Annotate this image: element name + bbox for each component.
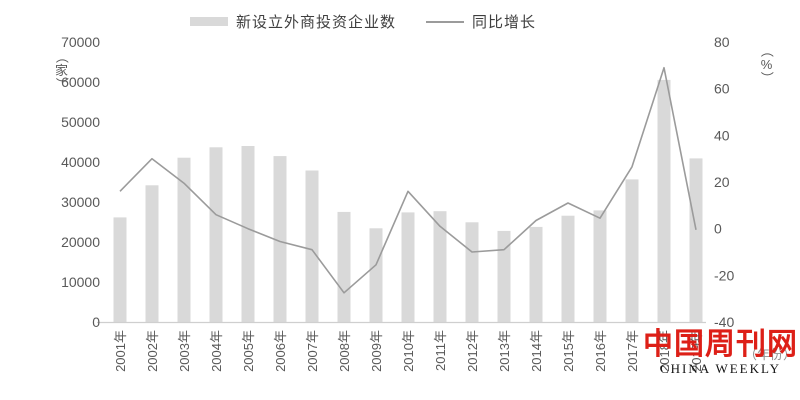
bar-2010年 xyxy=(401,212,415,322)
y-tick-right-40: 40 xyxy=(714,127,730,143)
x-label-2012年: 2012年 xyxy=(465,330,480,372)
y-tick-right-80: 80 xyxy=(714,34,730,50)
bar-2015年 xyxy=(561,215,575,322)
x-label-2014年: 2014年 xyxy=(529,330,544,372)
x-label-2003年: 2003年 xyxy=(177,330,192,372)
growth-line xyxy=(119,66,697,294)
bar-2006年 xyxy=(273,156,287,322)
unit-char: % xyxy=(760,56,773,72)
watermark-chinese-text: 中国周刊网 xyxy=(643,328,798,361)
y-tick-left-0: 0 xyxy=(92,314,100,330)
line-series-label: 同比增长 xyxy=(472,14,537,31)
x-label-2001年: 2001年 xyxy=(113,330,128,372)
bar-2003年 xyxy=(177,157,191,322)
bar-2002年 xyxy=(145,185,159,322)
x-label-2002年: 2002年 xyxy=(145,330,160,372)
x-label-2008年: 2008年 xyxy=(337,330,352,372)
y-tick-left-60000: 60000 xyxy=(61,74,100,90)
bar-2007年 xyxy=(305,170,319,322)
x-label-2004年: 2004年 xyxy=(209,330,224,372)
x-label-2009年: 2009年 xyxy=(369,330,384,372)
x-label-2016年: 2016年 xyxy=(593,330,608,372)
bar-2017年 xyxy=(625,179,639,322)
y-tick-right-60: 60 xyxy=(714,81,730,97)
x-axis-unit-label: （年份） xyxy=(744,347,797,362)
y-tick-right--40: -40 xyxy=(714,314,734,330)
watermark-english-text: CHINA WEEKLY xyxy=(659,361,782,376)
legend: 新设立外商投资企业数 同比增长 xyxy=(190,11,536,32)
y-tick-left-70000: 70000 xyxy=(61,34,100,50)
x-label-2011年: 2011年 xyxy=(433,330,448,371)
x-label-2007年: 2007年 xyxy=(305,330,320,372)
bar-2013年 xyxy=(497,230,511,322)
left-axis-unit-label: （家） xyxy=(54,50,69,91)
y-tick-left-30000: 30000 xyxy=(61,194,100,210)
bar-2005年 xyxy=(241,146,255,322)
right-axis-unit-label: （%） xyxy=(759,44,774,85)
bar-2016年 xyxy=(593,210,607,322)
bar-2011年 xyxy=(433,211,447,322)
bar-2009年 xyxy=(369,228,383,322)
bar-2012年 xyxy=(465,222,479,322)
x-label-2017年: 2017年 xyxy=(625,330,640,372)
bar-2004年 xyxy=(209,147,223,322)
bar-2014年 xyxy=(529,226,543,322)
x-label-2019年: 2019年 xyxy=(689,330,704,372)
y-tick-left-40000: 40000 xyxy=(61,154,100,170)
y-tick-right-20: 20 xyxy=(714,174,730,190)
x-label-2010年: 2010年 xyxy=(401,330,416,372)
x-label-2013年: 2013年 xyxy=(497,330,512,372)
y-tick-left-10000: 10000 xyxy=(61,274,100,290)
y-tick-right-0: 0 xyxy=(714,221,722,237)
legend-item-line-series: 同比增长 xyxy=(426,11,536,32)
y-tick-right--20: -20 xyxy=(714,267,734,283)
legend-item-bar-series: 新设立外商投资企业数 xyxy=(190,11,396,32)
bar-series-label: 新设立外商投资企业数 xyxy=(236,14,397,31)
line-series-swatch-icon xyxy=(426,20,465,23)
y-tick-left-20000: 20000 xyxy=(61,234,100,250)
bar-2001年 xyxy=(113,217,127,322)
watermark: 中国周刊网 CHINA WEEKLY xyxy=(643,330,798,377)
x-label-2005年: 2005年 xyxy=(241,330,256,372)
x-label-2015年: 2015年 xyxy=(561,330,576,372)
unit-char: 家 xyxy=(55,62,69,78)
bar-2008年 xyxy=(337,211,351,322)
x-label-2018年: 2018年 xyxy=(657,330,672,372)
bar-2018年 xyxy=(657,79,671,323)
y-tick-left-50000: 50000 xyxy=(61,114,100,130)
x-label-2006年: 2006年 xyxy=(273,330,288,372)
bar-2019年 xyxy=(689,158,703,322)
bar-series-swatch-icon xyxy=(190,17,228,26)
